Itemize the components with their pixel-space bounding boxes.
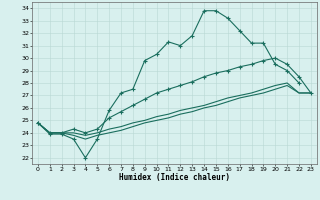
X-axis label: Humidex (Indice chaleur): Humidex (Indice chaleur) [119, 173, 230, 182]
